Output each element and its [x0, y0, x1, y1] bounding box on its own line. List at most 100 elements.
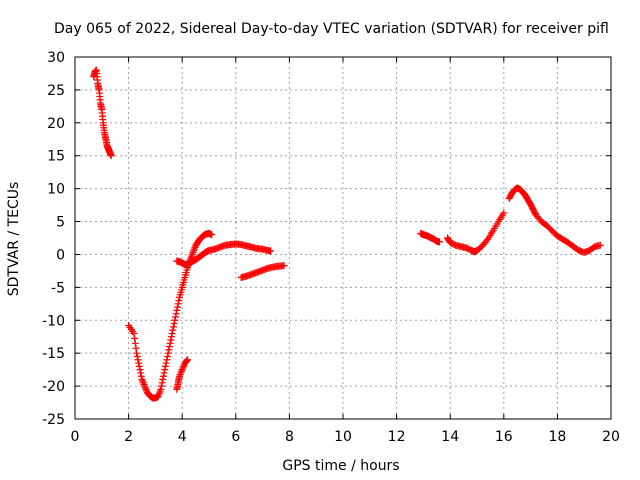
data-point: [162, 359, 170, 367]
data-point: [182, 357, 190, 365]
y-tick-label: -10: [42, 313, 65, 329]
data-point: [267, 247, 275, 255]
data-point: [135, 362, 143, 370]
data-point: [164, 349, 172, 357]
chart-title: Day 065 of 2022, Sidereal Day-to-day VTE…: [54, 21, 609, 37]
data-point: [138, 376, 146, 384]
x-tick-label: 14: [441, 429, 459, 445]
data-point: [165, 343, 173, 351]
data-point: [158, 379, 166, 387]
data-point: [136, 366, 144, 374]
y-tick-label: 5: [56, 215, 65, 231]
series-segment-4: [173, 240, 275, 268]
data-point: [165, 346, 173, 354]
data-point: [141, 382, 149, 390]
data-point: [137, 372, 145, 380]
data-point: [157, 385, 165, 393]
series-segment-6: [417, 229, 443, 246]
x-tick-label: 10: [334, 429, 352, 445]
data-point: [139, 377, 147, 385]
data-point: [189, 248, 197, 256]
data-point: [133, 349, 141, 357]
y-tick-label: 25: [47, 83, 65, 99]
data-point: [131, 334, 139, 342]
x-tick-label: 20: [602, 429, 620, 445]
x-axis-title: GPS time / hours: [282, 458, 399, 474]
x-tick-label: 8: [285, 429, 294, 445]
data-point: [163, 356, 171, 364]
data-point: [174, 300, 182, 308]
y-tick-label: -15: [42, 346, 65, 362]
data-point: [183, 357, 191, 365]
data-point: [435, 238, 443, 246]
data-point: [173, 306, 181, 314]
data-point: [140, 380, 148, 388]
data-point: [161, 366, 169, 374]
series-segment-2: [125, 229, 216, 402]
y-tick-label: -25: [42, 412, 65, 428]
series-segment-5: [237, 262, 288, 281]
data-point: [169, 326, 177, 334]
y-tick-label: 0: [56, 247, 65, 263]
y-tick-label: -20: [42, 379, 65, 395]
data-point: [142, 385, 150, 393]
data-point: [141, 384, 149, 392]
data-point: [280, 262, 288, 270]
data-point: [163, 352, 171, 360]
data-point: [178, 366, 186, 374]
data-point: [176, 371, 184, 379]
data-point: [159, 376, 167, 384]
y-tick-label: 30: [47, 50, 65, 66]
data-point: [160, 369, 168, 377]
data-point: [133, 352, 141, 360]
data-point: [170, 320, 178, 328]
y-axis-ticks: 30 25 20 15 10 5 0 -5 -10 -15 -20 -25: [42, 50, 611, 428]
data-point: [166, 339, 174, 347]
data-point: [500, 209, 508, 217]
y-tick-label: 15: [47, 149, 65, 165]
x-tick-label: 4: [178, 429, 187, 445]
series-segment-3: [173, 356, 192, 393]
data-point: [134, 356, 142, 364]
data-point: [482, 237, 490, 245]
data-point: [172, 313, 179, 321]
x-tick-label: 6: [231, 429, 240, 445]
series-segment-1: [90, 66, 115, 160]
data-point: [135, 359, 143, 367]
data-point: [180, 362, 188, 370]
data-point: [172, 310, 180, 318]
data-point: [178, 367, 186, 375]
y-tick-label: 20: [47, 116, 65, 132]
data-point: [171, 316, 179, 324]
data-point: [157, 382, 165, 390]
x-tick-label: 2: [124, 429, 133, 445]
series-points: [90, 66, 604, 402]
x-axis-ticks: 0 2 4 6 8 10 12 14 16 18 20: [71, 57, 620, 445]
data-point: [132, 344, 140, 352]
x-tick-label: 0: [71, 429, 80, 445]
x-tick-label: 16: [495, 429, 513, 445]
data-point: [168, 329, 176, 337]
y-axis-title: SDTVAR / TECUs: [6, 182, 22, 297]
data-point: [184, 356, 192, 364]
data-point: [596, 241, 604, 249]
series-segment-8: [505, 184, 604, 256]
data-point: [131, 339, 139, 347]
data-point: [161, 362, 169, 370]
x-tick-label: 18: [548, 429, 566, 445]
data-point: [167, 333, 175, 341]
data-point: [174, 303, 182, 311]
data-point: [169, 323, 177, 331]
data-point: [130, 329, 138, 337]
data-point: [107, 152, 115, 160]
series-segment-7: [444, 209, 508, 256]
data-point: [167, 336, 175, 344]
data-point: [208, 231, 216, 239]
x-tick-label: 12: [388, 429, 406, 445]
data-point: [137, 369, 145, 377]
data-point: [176, 372, 184, 380]
data-point: [139, 379, 147, 387]
data-point: [179, 364, 187, 372]
